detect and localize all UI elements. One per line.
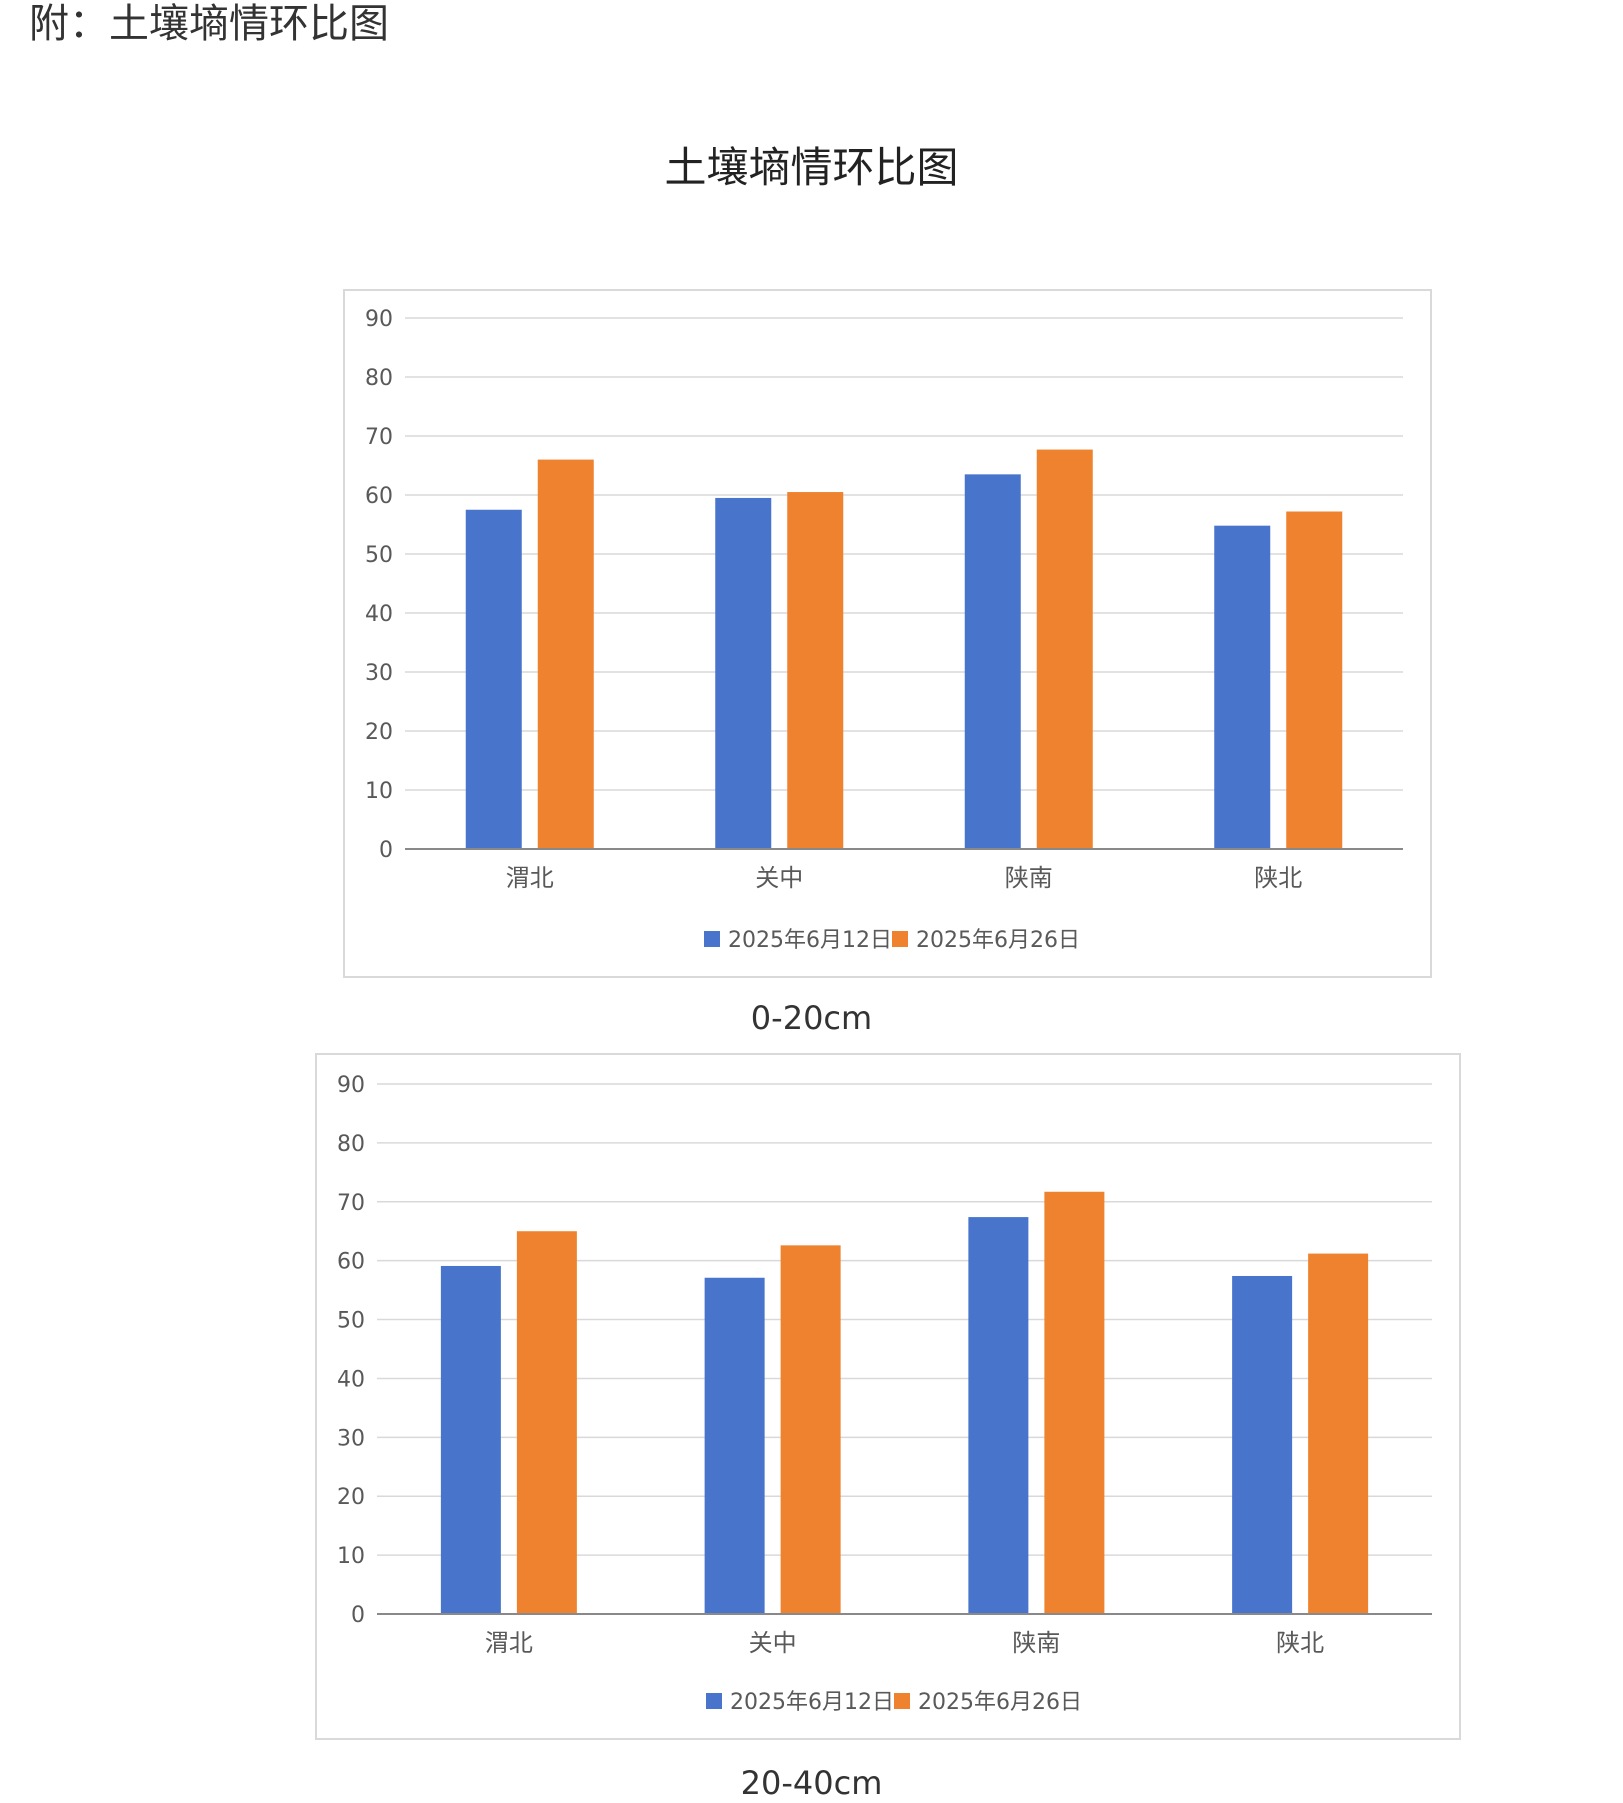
y-tick-label: 50 (337, 1309, 365, 1334)
category-label: 关中 (749, 1629, 797, 1657)
y-tick-label: 80 (365, 366, 393, 391)
bar-2 (1044, 1191, 1105, 1614)
y-tick-label: 50 (365, 543, 393, 568)
legend-label-1: 2025年6月12日 (728, 928, 892, 953)
bar-2 (537, 459, 594, 849)
category-label: 陕南 (1005, 864, 1053, 892)
bar-1 (465, 509, 522, 849)
chart-svg-0-20cm: 0 10 20 30 40 50 60 70 80 90 渭北 关中 陕南 陕北 2025年6月12日 202… (365, 307, 1403, 953)
header-note: 附：土壤墒情环比图 (29, 1, 389, 47)
y-tick-label: 80 (337, 1132, 365, 1157)
bar-2 (1286, 511, 1343, 849)
bar-1 (715, 497, 772, 849)
category-label: 渭北 (506, 864, 554, 892)
y-tick-label: 30 (337, 1426, 365, 1451)
category-label: 关中 (755, 864, 803, 892)
bar-2 (1036, 449, 1093, 849)
bar-1 (1232, 1275, 1293, 1614)
y-tick-label: 10 (365, 779, 393, 804)
category-label: 陕北 (1254, 864, 1302, 892)
y-tick-label: 40 (337, 1367, 365, 1392)
bar-1 (440, 1265, 501, 1614)
y-tick-label: 0 (351, 1603, 365, 1628)
y-tick-label: 0 (379, 838, 393, 863)
legend-swatch-1 (704, 931, 720, 947)
bar-1 (704, 1277, 765, 1614)
y-tick-label: 70 (337, 1191, 365, 1216)
chart-caption-0-20cm: 0-20cm (750, 999, 873, 1037)
bar-1 (964, 474, 1021, 849)
y-tick-label: 70 (365, 425, 393, 450)
y-tick-label: 20 (365, 720, 393, 745)
legend-swatch-1 (706, 1693, 722, 1709)
bar-1 (968, 1217, 1029, 1614)
chart-0-20cm: 0 10 20 30 40 50 60 70 80 90 渭北 关中 陕南 陕北 2025年6月12日 202… (343, 289, 1432, 978)
legend-label-2: 2025年6月26日 (916, 928, 1080, 953)
bar-1 (1214, 525, 1271, 849)
y-tick-label: 40 (365, 602, 393, 627)
y-tick-label: 20 (337, 1485, 365, 1510)
legend-swatch-2 (892, 931, 908, 947)
legend-label-2: 2025年6月26日 (918, 1690, 1082, 1715)
bar-2 (780, 1245, 841, 1614)
legend-swatch-2 (894, 1693, 910, 1709)
y-tick-label: 10 (337, 1544, 365, 1569)
y-tick-label: 60 (337, 1250, 365, 1275)
main-title: 土壤墒情环比图 (664, 143, 959, 192)
y-tick-label: 30 (365, 661, 393, 686)
category-label: 渭北 (485, 1629, 533, 1657)
category-label: 陕北 (1276, 1629, 1324, 1657)
y-tick-label: 90 (337, 1073, 365, 1098)
legend-label-1: 2025年6月12日 (730, 1690, 894, 1715)
bar-2 (516, 1231, 577, 1614)
bar-2 (1308, 1253, 1369, 1614)
chart-caption-20-40cm: 20-40cm (740, 1764, 883, 1802)
category-label: 陕南 (1012, 1629, 1060, 1657)
y-tick-label: 60 (365, 484, 393, 509)
chart-20-40cm: 0 10 20 30 40 50 60 70 80 90 渭北 关中 陕南 陕北 2025年6月12日 202… (315, 1053, 1461, 1740)
bar-2 (787, 492, 844, 849)
y-tick-label: 90 (365, 307, 393, 332)
chart-svg-20-40cm: 0 10 20 30 40 50 60 70 80 90 渭北 关中 陕南 陕北 2025年6月12日 202… (337, 1073, 1432, 1715)
